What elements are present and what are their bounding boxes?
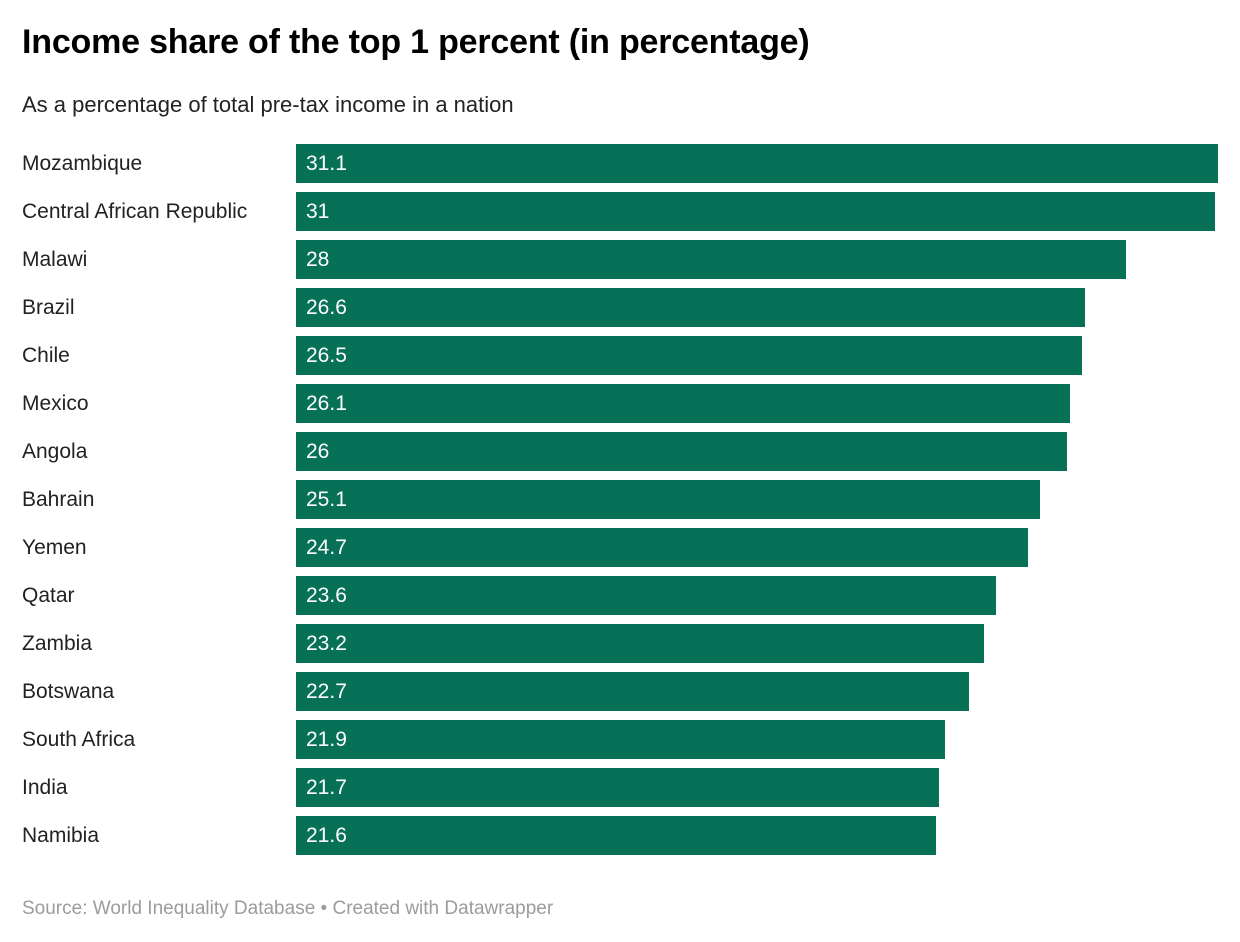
- country-label: Central African Republic: [22, 200, 248, 223]
- bar-row: South Africa 21.9: [22, 720, 1218, 759]
- country-label: Zambia: [22, 632, 93, 655]
- bar-row: Chile 26.5: [22, 336, 1218, 375]
- country-label: Mozambique: [22, 152, 143, 175]
- bar-row: Angola 26: [22, 432, 1218, 471]
- bar-value-label: 26.1: [306, 391, 347, 415]
- country-label: Bahrain: [22, 488, 95, 511]
- bar: 23.6: [296, 576, 996, 615]
- bar: 31: [296, 192, 1216, 231]
- bar-row: Mexico 26.1: [22, 384, 1218, 423]
- bar: 31.1: [296, 144, 1218, 183]
- bar-value-label: 21.6: [306, 823, 347, 847]
- bar-row: India 21.7: [22, 768, 1218, 807]
- bar-area: 22.7: [296, 672, 1218, 711]
- country-label: Qatar: [22, 584, 75, 607]
- country-label: Brazil: [22, 296, 75, 319]
- bar: 22.7: [296, 672, 969, 711]
- country-label: Namibia: [22, 824, 100, 847]
- bar-area: 23.6: [296, 576, 1218, 615]
- bar: 24.7: [296, 528, 1029, 567]
- bar: 26.6: [296, 288, 1085, 327]
- bar-area: 26.5: [296, 336, 1218, 375]
- bar-value-label: 26: [306, 439, 330, 463]
- bar-area: 26: [296, 432, 1218, 471]
- country-label: Botswana: [22, 680, 115, 703]
- bar-area: 21.7: [296, 768, 1218, 807]
- bar-value-label: 31: [306, 199, 330, 223]
- country-label: Yemen: [22, 536, 87, 559]
- country-label: Mexico: [22, 392, 89, 415]
- country-label: India: [22, 776, 68, 799]
- bar-row: Zambia 23.2: [22, 624, 1218, 663]
- bar-row: Malawi 28: [22, 240, 1218, 279]
- country-label: Angola: [22, 440, 88, 463]
- country-label: Malawi: [22, 248, 88, 271]
- country-label: South Africa: [22, 728, 136, 751]
- bar-value-label: 23.6: [306, 583, 347, 607]
- bar-chart: Mozambique 31.1 Central African Republic 31…: [22, 144, 1218, 855]
- bar-row: Bahrain 25.1: [22, 480, 1218, 519]
- bar-area: 31.1: [296, 144, 1218, 183]
- bar: 23.2: [296, 624, 984, 663]
- chart-title: Income share of the top 1 percent (in pe…: [22, 23, 810, 61]
- country-label: Chile: [22, 344, 70, 367]
- bar-area: 26.1: [296, 384, 1218, 423]
- source-line: Source: World Inequality Database • Crea…: [22, 898, 554, 919]
- bar: 26.5: [296, 336, 1082, 375]
- bar-area: 26.6: [296, 288, 1218, 327]
- bar-area: 21.6: [296, 816, 1218, 855]
- bar: 21.6: [296, 816, 937, 855]
- bar-value-label: 26.5: [306, 343, 347, 367]
- bar-value-label: 25.1: [306, 487, 347, 511]
- bar-value-label: 22.7: [306, 679, 347, 703]
- bar: 21.7: [296, 768, 940, 807]
- bar-value-label: 28: [306, 247, 330, 271]
- bar-row: Qatar 23.6: [22, 576, 1218, 615]
- bar: 26.1: [296, 384, 1070, 423]
- bar-area: 31: [296, 192, 1218, 231]
- bar: 26: [296, 432, 1067, 471]
- bar-row: Namibia 21.6: [22, 816, 1218, 855]
- bar-area: 21.9: [296, 720, 1218, 759]
- bar: 25.1: [296, 480, 1041, 519]
- bar-value-label: 26.6: [306, 295, 347, 319]
- bar-row: Mozambique 31.1: [22, 144, 1218, 183]
- bar-value-label: 23.2: [306, 631, 347, 655]
- bar-value-label: 21.9: [306, 727, 347, 751]
- bar-area: 23.2: [296, 624, 1218, 663]
- chart-subtitle: As a percentage of total pre-tax income …: [22, 92, 514, 117]
- bar: 21.9: [296, 720, 946, 759]
- bar-area: 28: [296, 240, 1218, 279]
- bar-row: Botswana 22.7: [22, 672, 1218, 711]
- bar-value-label: 31.1: [306, 151, 347, 175]
- bar-area: 24.7: [296, 528, 1218, 567]
- bar-row: Central African Republic 31: [22, 192, 1218, 231]
- bar-value-label: 21.7: [306, 775, 347, 799]
- bar-row: Yemen 24.7: [22, 528, 1218, 567]
- bar-row: Brazil 26.6: [22, 288, 1218, 327]
- bar-value-label: 24.7: [306, 535, 347, 559]
- bar-area: 25.1: [296, 480, 1218, 519]
- bar: 28: [296, 240, 1127, 279]
